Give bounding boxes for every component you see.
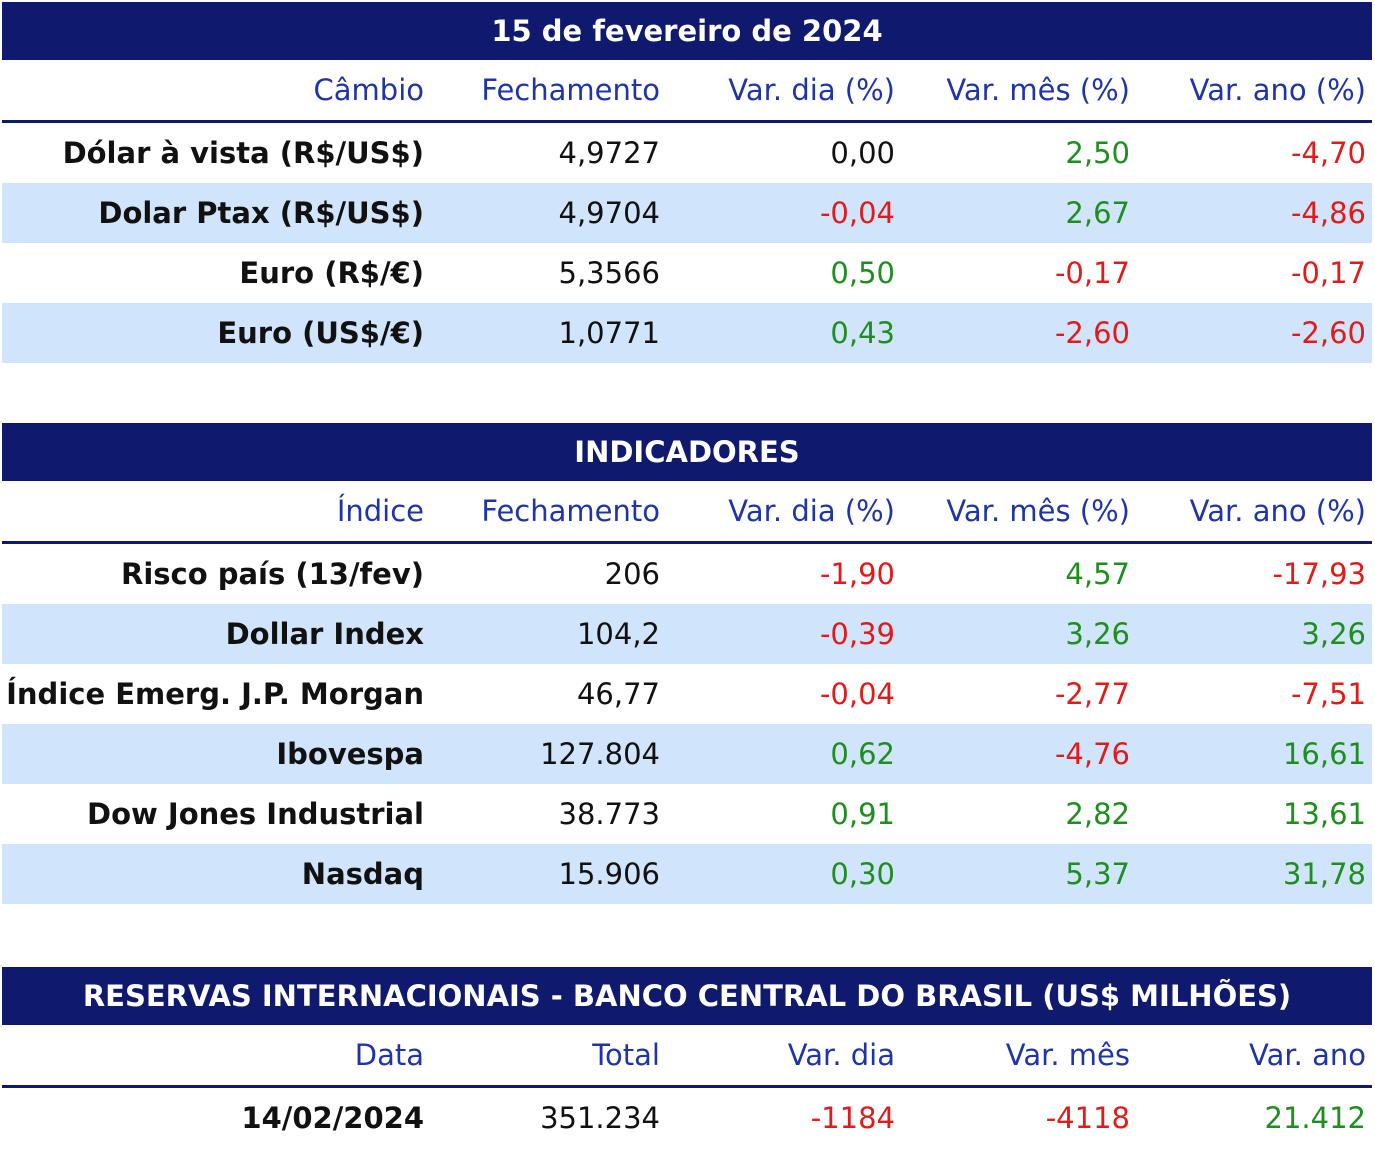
header-var-mes: Var. mês (%) — [946, 73, 1130, 107]
header-var-mes: Var. mês — [1005, 1038, 1130, 1072]
header-var-ano: Var. ano (%) — [1189, 73, 1366, 107]
table-row: Dollar Index 104,2 -0,39 3,26 3,26 — [2, 604, 1372, 664]
row-var-ano: 16,61 — [1282, 737, 1366, 771]
row-label: Índice Emerg. J.P. Morgan — [6, 677, 424, 711]
row-close: 206 — [604, 557, 660, 591]
row-var-ano: 31,78 — [1282, 857, 1366, 891]
header-var-dia: Var. dia (%) — [728, 73, 895, 107]
row-var-mes: -4118 — [1045, 1101, 1130, 1135]
indicadores-section: INDICADORES Índice Fechamento Var. dia (… — [2, 423, 1372, 904]
table-row: 14/02/2024 351.234 -1184 -4118 21.412 — [2, 1088, 1372, 1148]
cambio-header-row: Câmbio Fechamento Var. dia (%) Var. mês … — [2, 60, 1372, 123]
row-var-ano: -4,86 — [1290, 196, 1366, 230]
row-var-ano: -17,93 — [1272, 557, 1367, 591]
row-close: 104,2 — [576, 617, 660, 651]
table-row: Índice Emerg. J.P. Morgan 46,77 -0,04 -2,77… — [2, 664, 1372, 724]
row-var-dia: -0,04 — [819, 677, 895, 711]
row-var-mes: -2,77 — [1054, 677, 1130, 711]
row-var-mes: 4,57 — [1065, 557, 1130, 591]
indicadores-banner: INDICADORES — [2, 423, 1372, 481]
row-var-ano: 21.412 — [1264, 1101, 1366, 1135]
row-var-ano: 3,26 — [1301, 617, 1366, 651]
row-var-dia: 0,50 — [830, 256, 895, 290]
row-var-ano: -4,70 — [1290, 136, 1366, 170]
row-close: 5,3566 — [558, 256, 660, 290]
row-var-ano: -7,51 — [1290, 677, 1366, 711]
row-label: Dólar à vista (R$/US$) — [62, 136, 424, 170]
row-var-dia: 0,30 — [830, 857, 895, 891]
reservas-header-row: Data Total Var. dia Var. mês Var. ano — [2, 1025, 1372, 1088]
row-close: 1,0771 — [558, 316, 660, 350]
cambio-section: 15 de fevereiro de 2024 Câmbio Fechament… — [2, 2, 1372, 363]
row-var-mes: 3,26 — [1065, 617, 1130, 651]
row-var-mes: -4,76 — [1054, 737, 1130, 771]
row-var-ano: -0,17 — [1290, 256, 1366, 290]
row-close: 127.804 — [540, 737, 660, 771]
row-close: 15.906 — [558, 857, 660, 891]
cambio-banner: 15 de fevereiro de 2024 — [2, 2, 1372, 60]
header-cambio: Câmbio — [313, 73, 424, 107]
row-var-mes: 2,50 — [1065, 136, 1130, 170]
header-var-dia: Var. dia (%) — [728, 494, 895, 528]
reservas-section: RESERVAS INTERNACIONAIS - BANCO CENTRAL … — [2, 967, 1372, 1148]
row-var-mes: -0,17 — [1054, 256, 1130, 290]
reservas-banner: RESERVAS INTERNACIONAIS - BANCO CENTRAL … — [2, 967, 1372, 1025]
table-row: Dow Jones Industrial 38.773 0,91 2,82 13,61 — [2, 784, 1372, 844]
row-var-dia: 0,43 — [830, 316, 895, 350]
row-label: Dolar Ptax (R$/US$) — [98, 196, 424, 230]
row-var-mes: 2,82 — [1065, 797, 1130, 831]
header-var-dia: Var. dia — [787, 1038, 895, 1072]
row-label: Risco país (13/fev) — [120, 557, 424, 591]
row-label: Dow Jones Industrial — [87, 797, 424, 831]
row-var-dia: -0,04 — [819, 196, 895, 230]
header-total: Total — [592, 1038, 660, 1072]
row-var-ano: 13,61 — [1282, 797, 1366, 831]
table-row: Euro (US$/€) 1,0771 0,43 -2,60 -2,60 — [2, 303, 1372, 363]
row-var-dia: -0,39 — [819, 617, 895, 651]
header-data: Data — [354, 1038, 424, 1072]
row-close: 4,9727 — [558, 136, 660, 170]
row-var-ano: -2,60 — [1290, 316, 1366, 350]
header-fechamento: Fechamento — [481, 73, 660, 107]
header-var-ano: Var. ano — [1249, 1038, 1366, 1072]
table-row: Nasdaq 15.906 0,30 5,37 31,78 — [2, 844, 1372, 904]
row-var-mes: -2,60 — [1054, 316, 1130, 350]
header-var-ano: Var. ano (%) — [1189, 494, 1366, 528]
row-label: 14/02/2024 — [241, 1101, 424, 1135]
row-label: Ibovespa — [276, 737, 424, 771]
header-fechamento: Fechamento — [481, 494, 660, 528]
row-var-dia: 0,91 — [830, 797, 895, 831]
row-close: 46,77 — [576, 677, 660, 711]
row-var-dia: -1,90 — [819, 557, 895, 591]
row-var-dia: 0,62 — [830, 737, 895, 771]
row-var-mes: 2,67 — [1065, 196, 1130, 230]
table-row: Dólar à vista (R$/US$) 4,9727 0,00 2,50 -4,7… — [2, 123, 1372, 183]
row-label: Euro (R$/€) — [239, 256, 424, 290]
header-indice: Índice — [336, 494, 424, 528]
table-row: Dolar Ptax (R$/US$) 4,9704 -0,04 2,67 -4,86 — [2, 183, 1372, 243]
row-label: Euro (US$/€) — [217, 316, 424, 350]
row-var-dia: 0,00 — [830, 136, 895, 170]
row-close: 351.234 — [540, 1101, 660, 1135]
row-var-mes: 5,37 — [1065, 857, 1130, 891]
table-row: Risco país (13/fev) 206 -1,90 4,57 -17,93 — [2, 544, 1372, 604]
row-var-dia: -1184 — [810, 1101, 895, 1135]
row-close: 38.773 — [558, 797, 660, 831]
table-row: Euro (R$/€) 5,3566 0,50 -0,17 -0,17 — [2, 243, 1372, 303]
header-var-mes: Var. mês (%) — [946, 494, 1130, 528]
table-row: Ibovespa 127.804 0,62 -4,76 16,61 — [2, 724, 1372, 784]
row-close: 4,9704 — [558, 196, 660, 230]
row-label: Dollar Index — [225, 617, 424, 651]
row-label: Nasdaq — [301, 857, 424, 891]
indicadores-header-row: Índice Fechamento Var. dia (%) Var. mês … — [2, 481, 1372, 544]
